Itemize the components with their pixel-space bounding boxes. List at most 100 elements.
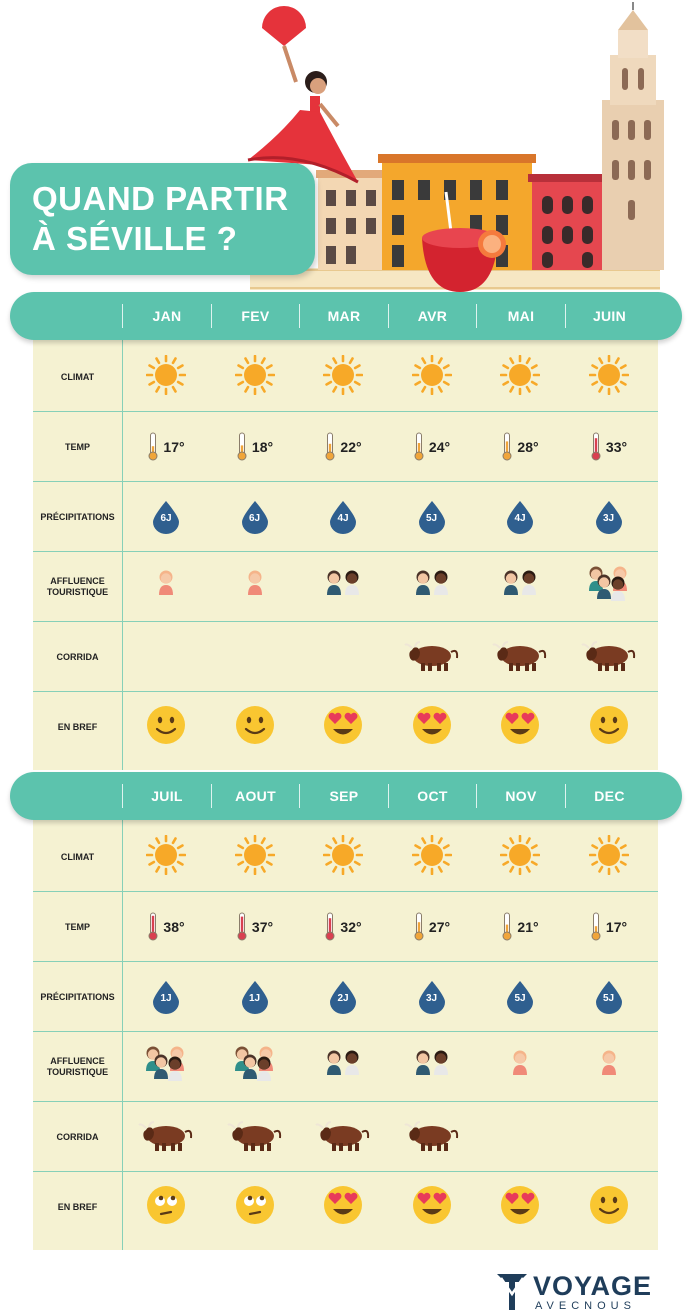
bull-icon [138,1118,194,1157]
row-divider [33,621,658,622]
month-label: MAI [507,308,535,324]
temperature-value: 24° [428,439,451,455]
bref-cell [212,1172,298,1242]
thermometer-icon [147,431,159,464]
bull-icon [403,638,460,677]
corrida-cell [123,622,209,692]
logo-plane-icon [497,1274,527,1310]
month-separator [122,304,123,328]
rain-drop-icon: 5J [506,980,534,1014]
rain-days-value: 3J [602,513,615,524]
month-separator [564,784,566,808]
rain-days-value: 4J [514,513,526,524]
temperature: 38° [147,911,185,944]
row-divider [33,481,658,482]
month-label: OCT [417,788,448,804]
climat-cell [477,822,563,892]
grid-label-divider [122,322,123,770]
crowd-level-1-icon [233,565,277,610]
climat-cell [389,822,475,892]
sun-icon [322,354,364,400]
month-separator [122,784,123,808]
rain-drop-icon: 3J [418,980,446,1014]
month-label: MAR [327,308,361,324]
corrida-cell [566,1102,652,1172]
bull-icon [580,638,637,677]
climat-cell [212,342,298,412]
seville-illustration [247,2,664,292]
climat-cell [212,822,298,892]
rain-days-value: 1J [160,993,172,1004]
rain-drop-icon: 1J [152,980,180,1014]
sun-icon [145,834,187,880]
row-climat: CLIMAT [33,342,658,412]
temperature: 27° [413,911,450,944]
temp-cell: 27° [389,892,475,962]
temperature-value: 38° [163,919,185,935]
temp-cell: 33° [566,412,652,482]
row-corrida: CORRIDA [33,1102,658,1172]
temperature: 32° [324,911,362,944]
row-temp: TEMP 38° 37° 32° 27° 21° 17° [33,892,658,962]
row-affluence: AFFLUENCE TOURISTIQUE [33,1032,658,1102]
temperature: 24° [413,431,450,464]
sun-icon [499,834,541,880]
precip-cell: 3J [389,962,475,1032]
heart-eyes-emoji-icon [500,1185,540,1230]
logo-sub-text: AVECNOUS [535,1300,636,1312]
thermometer-icon [236,911,248,944]
temp-cell: 24° [389,412,475,482]
bref-cell [300,692,386,762]
temp-cell: 22° [300,412,386,482]
rain-days-value: 3J [425,993,438,1004]
month-label: FEV [241,308,270,324]
affluence-cell [300,552,386,622]
bref-cell [477,1172,563,1242]
crowd-level-4-icon [584,563,634,612]
affluence-cell [566,552,652,622]
rain-drop-icon: 1J [241,980,269,1014]
crowd-level-1-icon [498,1045,542,1090]
row-divider [33,961,658,962]
temp-cell: 28° [477,412,563,482]
row-divider [33,551,658,552]
crowd-level-1-icon [587,1045,631,1090]
crowd-level-4-icon [230,1043,280,1092]
temp-cell: 37° [212,892,298,962]
precip-cell: 1J [212,962,298,1032]
temperature-value: 17° [163,439,185,455]
temperature-value: 22° [340,439,362,455]
month-label: SEP [329,788,359,804]
temp-cell: 38° [123,892,209,962]
precip-cell: 4J [300,482,386,552]
affluence-cell [300,1032,386,1102]
sun-icon [588,354,629,400]
temp-cell: 18° [212,412,298,482]
thermometer-icon [501,431,513,464]
rain-days-value: 1J [248,993,261,1004]
bref-cell [389,1172,475,1242]
month-separator [564,304,566,328]
rain-days-value: 4J [337,513,349,524]
row-label-temp: TEMP [64,441,90,452]
temperature-value: 27° [428,919,451,935]
temp-cell: 17° [566,892,652,962]
month-separator [299,304,300,328]
logo-main-text: VOYAGE [533,1271,653,1301]
affluence-cell [477,1032,563,1102]
row-label-bref: EN BREF [57,721,98,732]
row-label-affluence: AFFLUENCE TOURISTIQUE [33,552,122,622]
rain-drop-icon: 6J [241,500,269,534]
precip-cell: 3J [566,482,652,552]
temperature: 21° [501,911,539,944]
temperature-value: 17° [605,919,628,935]
rain-drop-icon: 5J [595,980,623,1014]
thermometer-icon [324,431,336,464]
rain-drop-icon: 5J [418,500,446,534]
temperature-value: 18° [251,439,274,455]
corrida-cell [300,1102,386,1172]
row-divider [33,691,658,692]
sun-icon [411,354,452,400]
bref-cell [389,692,475,762]
row-label-bref: EN BREF [57,1201,98,1212]
